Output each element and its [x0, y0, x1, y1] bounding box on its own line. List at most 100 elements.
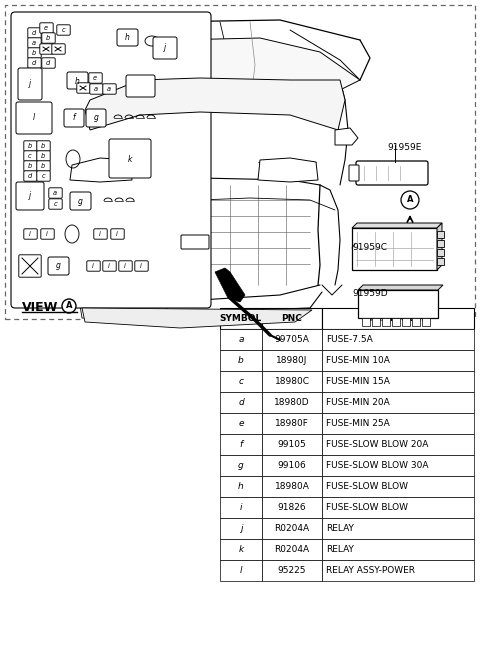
Bar	[262, 539, 322, 560]
FancyBboxPatch shape	[49, 188, 62, 198]
Text: i: i	[116, 231, 118, 237]
FancyBboxPatch shape	[42, 58, 55, 68]
Text: i: i	[108, 263, 110, 269]
Bar	[220, 434, 262, 455]
Bar	[322, 392, 474, 413]
FancyBboxPatch shape	[109, 139, 151, 178]
Bar	[262, 308, 322, 329]
Text: c: c	[239, 377, 243, 386]
FancyBboxPatch shape	[349, 165, 359, 181]
Text: d: d	[46, 60, 50, 66]
Text: RELAY: RELAY	[326, 545, 354, 554]
FancyBboxPatch shape	[119, 261, 132, 271]
FancyBboxPatch shape	[181, 235, 209, 249]
FancyBboxPatch shape	[24, 229, 37, 239]
FancyBboxPatch shape	[37, 151, 50, 161]
Text: k: k	[128, 155, 132, 163]
FancyBboxPatch shape	[48, 257, 69, 275]
FancyBboxPatch shape	[111, 229, 124, 239]
FancyBboxPatch shape	[16, 182, 44, 210]
FancyBboxPatch shape	[87, 261, 100, 271]
FancyBboxPatch shape	[67, 72, 88, 89]
Bar	[372, 318, 380, 326]
Text: FUSE-SLOW BLOW: FUSE-SLOW BLOW	[326, 503, 408, 512]
Bar	[322, 560, 474, 581]
Bar	[437, 240, 444, 247]
Text: b: b	[28, 143, 32, 149]
Bar	[262, 497, 322, 518]
Bar	[220, 392, 262, 413]
FancyBboxPatch shape	[94, 229, 107, 239]
FancyBboxPatch shape	[103, 261, 116, 271]
Text: i: i	[140, 263, 142, 269]
Bar	[220, 539, 262, 560]
Text: RELAY ASSY-POWER: RELAY ASSY-POWER	[326, 566, 415, 575]
Circle shape	[62, 299, 76, 313]
Text: a: a	[53, 190, 57, 196]
Text: 99106: 99106	[277, 461, 306, 470]
FancyBboxPatch shape	[28, 58, 41, 68]
Text: l: l	[240, 566, 242, 575]
Bar	[262, 434, 322, 455]
Bar	[220, 413, 262, 434]
Bar	[262, 329, 322, 350]
FancyBboxPatch shape	[89, 73, 102, 83]
Text: i: i	[240, 503, 242, 512]
Bar	[437, 258, 444, 265]
Text: e: e	[93, 75, 97, 81]
Text: 91959D: 91959D	[352, 289, 388, 298]
Text: 99105: 99105	[277, 440, 306, 449]
FancyBboxPatch shape	[117, 29, 138, 46]
Bar	[322, 518, 474, 539]
Text: l: l	[33, 113, 35, 123]
Text: i: i	[29, 231, 31, 237]
Bar	[262, 350, 322, 371]
Bar	[322, 413, 474, 434]
FancyBboxPatch shape	[77, 83, 90, 93]
FancyBboxPatch shape	[49, 199, 62, 209]
Text: 18980D: 18980D	[274, 398, 310, 407]
Text: j: j	[29, 79, 31, 89]
FancyBboxPatch shape	[40, 44, 53, 54]
Text: RELAY: RELAY	[326, 524, 354, 533]
FancyBboxPatch shape	[28, 38, 41, 48]
Text: j: j	[29, 192, 31, 201]
Polygon shape	[100, 38, 360, 108]
Text: a: a	[107, 86, 111, 92]
Bar	[220, 371, 262, 392]
Text: 99705A: 99705A	[275, 335, 310, 344]
Text: 91959C: 91959C	[352, 243, 387, 253]
Text: h: h	[74, 77, 79, 85]
Text: j: j	[240, 524, 242, 533]
Text: a: a	[32, 40, 36, 46]
Bar	[437, 249, 444, 256]
Text: b: b	[41, 163, 45, 169]
Text: d: d	[28, 173, 32, 179]
Bar	[402, 318, 410, 326]
Bar	[322, 539, 474, 560]
Text: FUSE-MIN 25A: FUSE-MIN 25A	[326, 419, 390, 428]
Text: 91959E: 91959E	[387, 144, 421, 152]
Text: b: b	[46, 35, 50, 41]
Text: 91826: 91826	[278, 503, 306, 512]
Polygon shape	[85, 78, 345, 130]
Text: a: a	[238, 335, 244, 344]
Text: b: b	[41, 153, 45, 159]
Text: A: A	[407, 195, 413, 205]
Bar	[262, 413, 322, 434]
Text: e: e	[44, 25, 48, 31]
Text: PART NAME: PART NAME	[369, 314, 427, 323]
FancyBboxPatch shape	[24, 141, 37, 151]
Text: R0204A: R0204A	[275, 524, 310, 533]
FancyBboxPatch shape	[41, 229, 54, 239]
Text: b: b	[238, 356, 244, 365]
FancyBboxPatch shape	[70, 192, 91, 210]
Circle shape	[131, 271, 159, 299]
Text: c: c	[41, 173, 45, 179]
FancyBboxPatch shape	[18, 68, 42, 100]
Text: PNC: PNC	[282, 314, 302, 323]
Text: c: c	[61, 27, 65, 33]
Polygon shape	[335, 128, 358, 145]
Text: 95225: 95225	[278, 566, 306, 575]
Text: SYMBOL: SYMBOL	[220, 314, 262, 323]
